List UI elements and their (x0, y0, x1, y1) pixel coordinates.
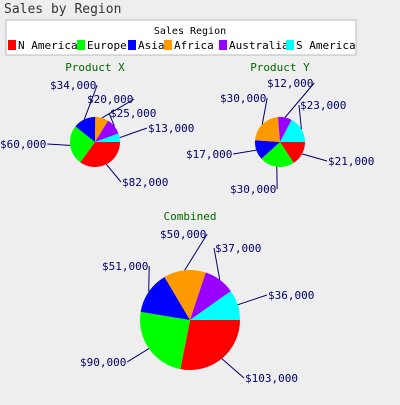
legend-swatch-australia (219, 40, 227, 50)
pie-data-label-product-x-asia: $34,000 (50, 79, 96, 92)
pie-data-label-product-x-australia: $25,000 (110, 107, 156, 120)
pie-title-product-x: Product X (65, 61, 125, 74)
pie-title-product-y: Product Y (250, 61, 310, 74)
legend-title: Sales Region (154, 26, 226, 37)
pie-data-label-combined-n-america: $103,000 (245, 372, 298, 385)
legend-swatch-europe (77, 40, 85, 50)
legend-swatch-s-america (286, 40, 294, 50)
pie-data-label-product-y-africa: $30,000 (220, 92, 266, 105)
legend-swatch-n-america (8, 40, 16, 50)
legend-label-asia: Asia (138, 39, 165, 52)
legend-swatch-asia (128, 40, 136, 50)
pie-data-label-combined-europe: $90,000 (80, 356, 126, 369)
pie-data-label-product-y-n-america: $21,000 (328, 155, 374, 168)
legend-label-n-america: N America (18, 39, 78, 52)
pie-data-label-product-x-europe: $60,000 (0, 138, 46, 151)
pie-data-label-product-y-s-america: $23,000 (300, 99, 346, 112)
pie-data-label-product-y-europe: $30,000 (230, 183, 276, 196)
pie-data-label-combined-asia: $51,000 (102, 260, 148, 273)
legend-label-europe: Europe (87, 39, 127, 52)
legend-label-s-america: S America (296, 39, 356, 52)
pie-data-label-product-y-australia: $12,000 (267, 77, 313, 90)
chart-title: Sales by Region (4, 2, 121, 17)
pie-data-label-combined-africa: $50,000 (160, 228, 206, 241)
legend-items: N America Europe Asia Africa Australia S Amer… (8, 39, 356, 52)
pie-data-label-product-x-s-america: $13,000 (148, 122, 194, 135)
legend-label-australia: Australia (229, 39, 289, 52)
pie-data-label-combined-australia: $37,000 (215, 242, 261, 255)
pie-data-label-product-y-asia: $17,000 (186, 148, 232, 161)
legend-label-africa: Africa (174, 39, 214, 52)
pie-title-combined: Combined (164, 210, 217, 223)
pie-data-label-product-x-n-america: $82,000 (122, 176, 168, 189)
pie-data-label-product-x-africa: $20,000 (87, 93, 133, 106)
pie-data-label-combined-s-america: $36,000 (268, 289, 314, 302)
legend-swatch-africa (164, 40, 172, 50)
